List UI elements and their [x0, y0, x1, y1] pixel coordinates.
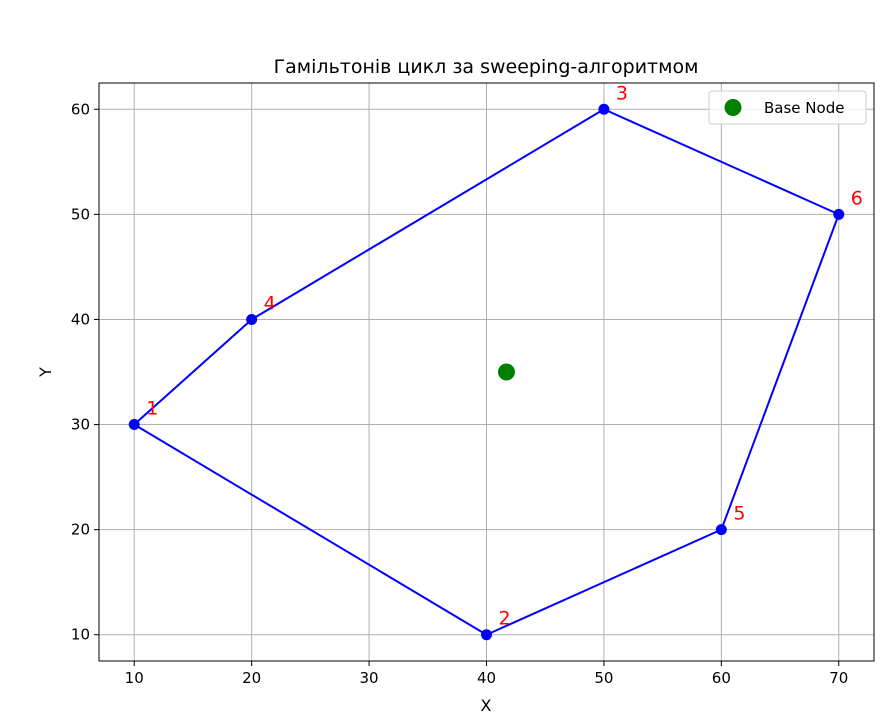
legend-label-base-node: Base Node	[764, 99, 844, 117]
legend-box	[708, 90, 867, 125]
ticks: 10 20 30 40 50 60 70 10 20 30 40 50 60	[71, 100, 848, 687]
node-point	[715, 524, 727, 536]
y-tick-label: 50	[71, 205, 90, 223]
chart-title: Гамільтонів цикл за sweeping-алгоритмом	[274, 56, 699, 78]
y-tick-label: 60	[71, 100, 90, 118]
x-tick-label: 70	[829, 669, 848, 687]
node-label: 4	[264, 292, 276, 314]
node-label: 5	[733, 503, 745, 525]
node-point	[598, 103, 610, 115]
node-label: 6	[851, 187, 863, 209]
y-tick-label: 10	[71, 626, 90, 644]
node-labels: 1 2 3 4 5 6	[146, 82, 863, 629]
node-point	[833, 208, 845, 220]
node-point	[481, 629, 492, 641]
node-label: 1	[146, 398, 158, 420]
nodes	[128, 103, 845, 641]
base-node-point	[497, 363, 515, 381]
legend-marker-base-node	[724, 99, 742, 116]
node-label: 3	[616, 82, 628, 104]
y-tick-label: 30	[71, 416, 90, 434]
x-tick-label: 30	[360, 669, 379, 687]
x-tick-label: 40	[477, 669, 496, 687]
y-tick-label: 40	[71, 310, 90, 328]
x-axis-label: X	[481, 696, 492, 715]
base-node-layer	[497, 363, 515, 381]
node-point	[128, 419, 140, 431]
x-tick-label: 60	[712, 669, 731, 687]
x-tick-label: 10	[125, 669, 144, 687]
x-tick-label: 20	[242, 669, 261, 687]
node-label: 2	[499, 608, 511, 630]
legend: Base Node	[708, 90, 867, 125]
y-tick-label: 20	[71, 521, 90, 539]
grid	[99, 83, 874, 661]
y-axis-label: Y	[36, 367, 55, 378]
node-point	[246, 313, 258, 325]
x-tick-label: 50	[594, 669, 613, 687]
